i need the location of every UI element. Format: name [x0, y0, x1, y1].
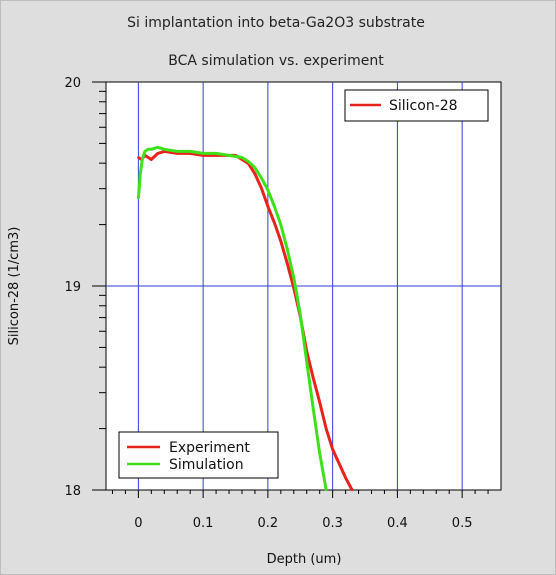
- data-point-simulation: [305, 360, 308, 363]
- data-point-simulation: [286, 248, 289, 251]
- data-point-experiment: [273, 221, 276, 224]
- data-point-simulation: [279, 223, 283, 226]
- x-tick-label-4: 0.4: [387, 516, 408, 531]
- data-point-simulation: [292, 276, 295, 280]
- data-point-experiment: [331, 448, 334, 451]
- data-point-simulation: [214, 152, 218, 155]
- data-point-simulation: [143, 150, 147, 153]
- chart-subtitle: BCA simulation vs. experiment: [168, 53, 384, 69]
- legend-simulation-label: Simulation: [169, 457, 244, 473]
- x-tick-labels: 0 0.1 0.2 0.3 0.4 0.5: [134, 516, 472, 531]
- chart-title: Si implantation into beta-Ga2O3 substrat…: [127, 15, 425, 31]
- data-point-experiment: [344, 476, 347, 479]
- data-point-experiment: [286, 262, 289, 265]
- data-point-experiment: [350, 488, 354, 492]
- data-point-experiment: [337, 462, 341, 465]
- data-point-simulation: [146, 148, 150, 151]
- axis-ticks: [92, 81, 489, 498]
- data-point-simulation: [156, 146, 160, 149]
- data-point-experiment: [260, 186, 263, 190]
- data-point-experiment: [253, 172, 257, 175]
- legend-silicon-28-label: Silicon-28: [389, 98, 458, 114]
- data-point-simulation: [176, 150, 179, 153]
- x-tick-label-5: 0.5: [452, 516, 473, 531]
- series-group: [136, 145, 354, 492]
- x-tick-label-2: 0.2: [258, 516, 279, 531]
- x-tick-label-1: 0.1: [193, 516, 214, 531]
- data-point-simulation: [318, 452, 321, 455]
- data-point-simulation: [324, 488, 328, 492]
- data-point-experiment: [318, 401, 321, 404]
- data-point-experiment: [324, 427, 328, 430]
- legend-top-right: Silicon-28: [344, 89, 489, 122]
- data-point-experiment: [137, 156, 140, 159]
- data-point-simulation: [299, 313, 302, 316]
- data-point-simulation: [137, 197, 140, 200]
- x-axis-label: Depth (um): [267, 552, 342, 567]
- data-point-simulation: [188, 150, 192, 153]
- data-point-simulation: [273, 205, 276, 208]
- data-point-simulation: [260, 176, 263, 180]
- data-point-simulation: [240, 156, 244, 159]
- data-point-experiment: [312, 376, 315, 379]
- data-point-experiment: [279, 239, 283, 243]
- data-point-simulation: [139, 172, 142, 175]
- grid: [106, 82, 501, 490]
- data-point-experiment: [150, 158, 153, 161]
- data-point-simulation: [201, 152, 205, 155]
- y-tick-labels: 18 19 20: [64, 76, 81, 499]
- data-point-simulation: [141, 158, 144, 161]
- data-point-simulation: [253, 166, 257, 169]
- x-tick-label-0: 0: [134, 516, 142, 531]
- legend-bottom-left: Experiment Simulation: [118, 431, 279, 479]
- legend-bottom-left-box: [118, 431, 279, 479]
- data-point-simulation: [247, 160, 250, 163]
- x-tick-label-3: 0.3: [322, 516, 343, 531]
- data-point-simulation: [227, 154, 231, 157]
- data-point-simulation: [312, 407, 315, 410]
- y-tick-label-2: 20: [64, 76, 81, 91]
- legend-experiment-label: Experiment: [169, 440, 250, 456]
- data-point-experiment: [156, 152, 160, 155]
- data-point-simulation: [150, 148, 153, 151]
- data-point-simulation: [266, 188, 270, 192]
- data-point-experiment: [266, 205, 270, 208]
- y-tick-label-1: 19: [64, 280, 81, 295]
- y-tick-label-0: 18: [64, 484, 81, 499]
- data-point-simulation: [163, 148, 166, 151]
- y-axis-label: Silicon-28 (1/cm3): [7, 227, 22, 346]
